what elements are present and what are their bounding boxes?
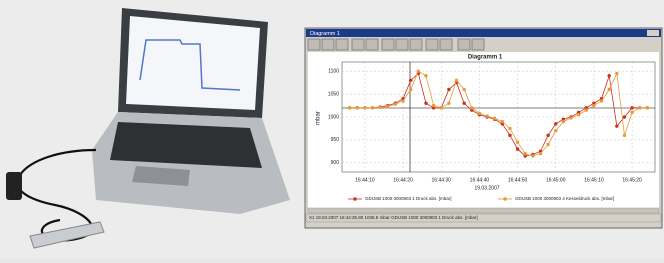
window-title: Diagramm 1 xyxy=(310,31,340,37)
data-point xyxy=(638,106,641,109)
data-point xyxy=(562,120,565,123)
data-point xyxy=(600,99,603,102)
tool-button[interactable] xyxy=(458,39,470,50)
usb-adapter xyxy=(6,172,22,200)
data-point xyxy=(417,69,420,72)
data-point xyxy=(371,106,374,109)
data-point xyxy=(409,79,412,82)
window-buttons[interactable] xyxy=(647,30,659,36)
tool-button[interactable] xyxy=(426,39,438,50)
data-point xyxy=(539,152,542,155)
x-tick-label: 16:44:10 xyxy=(355,177,375,183)
legend-marker xyxy=(353,197,356,200)
y-axis-label: mbar xyxy=(316,111,322,125)
data-point xyxy=(577,113,580,116)
x-tick-label: 16:44:20 xyxy=(393,177,413,183)
data-point xyxy=(546,143,549,146)
laptop-screen xyxy=(126,16,260,110)
y-tick-label: 1050 xyxy=(328,91,339,97)
data-point xyxy=(516,141,519,144)
legend-label: GDUSB 1000 3000903 4 Kesseldruck abs. [m… xyxy=(515,196,614,201)
data-point xyxy=(356,106,359,109)
data-point xyxy=(432,104,435,107)
legend-label: GDUSB 1000 3000903 1 Druck abs. [mbar] xyxy=(365,196,452,201)
data-point xyxy=(569,116,572,119)
data-point xyxy=(409,88,412,91)
page: Diagramm 1 Diagramm 1 mbar 19.03.2007 90… xyxy=(0,0,664,258)
y-tick-label: 950 xyxy=(331,137,340,143)
data-point xyxy=(455,79,458,82)
data-point xyxy=(554,129,557,132)
tool-button[interactable] xyxy=(366,39,378,50)
data-point xyxy=(630,106,633,109)
data-point xyxy=(493,117,496,120)
tool-button[interactable] xyxy=(352,39,364,50)
data-point xyxy=(623,134,626,137)
status-text: X1 19.03.2007 16:44:35.80 1036.5 mbar GD… xyxy=(309,215,478,220)
data-point xyxy=(630,111,633,114)
data-point xyxy=(623,115,626,118)
data-point xyxy=(508,134,511,137)
tool-button[interactable] xyxy=(308,39,320,50)
data-point xyxy=(646,106,649,109)
keyboard xyxy=(110,122,262,168)
data-point xyxy=(440,106,443,109)
x-axis-label: 19.03.2007 xyxy=(474,185,499,191)
data-point xyxy=(592,104,595,107)
data-point xyxy=(615,72,618,75)
data-point xyxy=(401,99,404,102)
data-point xyxy=(378,106,381,109)
title-bar xyxy=(306,29,661,37)
legend-marker xyxy=(503,197,506,200)
tool-button[interactable] xyxy=(322,39,334,50)
data-point xyxy=(531,154,534,157)
x-tick-label: 16:45:20 xyxy=(622,177,642,183)
x-tick-label: 16:45:00 xyxy=(546,177,566,183)
data-point xyxy=(524,152,527,155)
data-point xyxy=(615,124,618,127)
data-point xyxy=(363,106,366,109)
tool-button[interactable] xyxy=(472,39,484,50)
y-tick-label: 1000 xyxy=(328,114,339,120)
data-point xyxy=(607,88,610,91)
tool-button[interactable] xyxy=(336,39,348,50)
x-tick-label: 16:45:10 xyxy=(584,177,604,183)
data-point xyxy=(607,74,610,77)
data-point xyxy=(424,74,427,77)
data-point xyxy=(554,122,557,125)
x-tick-label: 16:44:40 xyxy=(470,177,490,183)
data-point xyxy=(508,127,511,130)
data-point xyxy=(348,106,351,109)
data-point xyxy=(386,105,389,108)
scrollbar[interactable] xyxy=(308,208,659,213)
tool-button[interactable] xyxy=(382,39,394,50)
data-point xyxy=(447,88,450,91)
x-tick-label: 16:44:30 xyxy=(432,177,452,183)
x-tick-label: 16:44:50 xyxy=(508,177,528,183)
data-point xyxy=(470,106,473,109)
y-tick-label: 900 xyxy=(331,160,340,166)
data-point xyxy=(462,102,465,105)
data-point xyxy=(394,102,397,105)
data-point xyxy=(501,120,504,123)
data-point xyxy=(546,134,549,137)
app-window: Diagramm 1 Diagramm 1 mbar 19.03.2007 90… xyxy=(305,28,662,228)
toolbar xyxy=(308,39,484,50)
data-point xyxy=(516,147,519,150)
tool-button[interactable] xyxy=(440,39,452,50)
data-point xyxy=(485,114,488,117)
data-point xyxy=(585,108,588,111)
data-point xyxy=(478,112,481,115)
y-tick-label: 1100 xyxy=(328,68,339,74)
tool-button[interactable] xyxy=(410,39,422,50)
data-point xyxy=(462,88,465,91)
data-point xyxy=(424,102,427,105)
tool-button[interactable] xyxy=(396,39,408,50)
data-point xyxy=(447,102,450,105)
chart-title: Diagramm 1 xyxy=(468,55,503,61)
